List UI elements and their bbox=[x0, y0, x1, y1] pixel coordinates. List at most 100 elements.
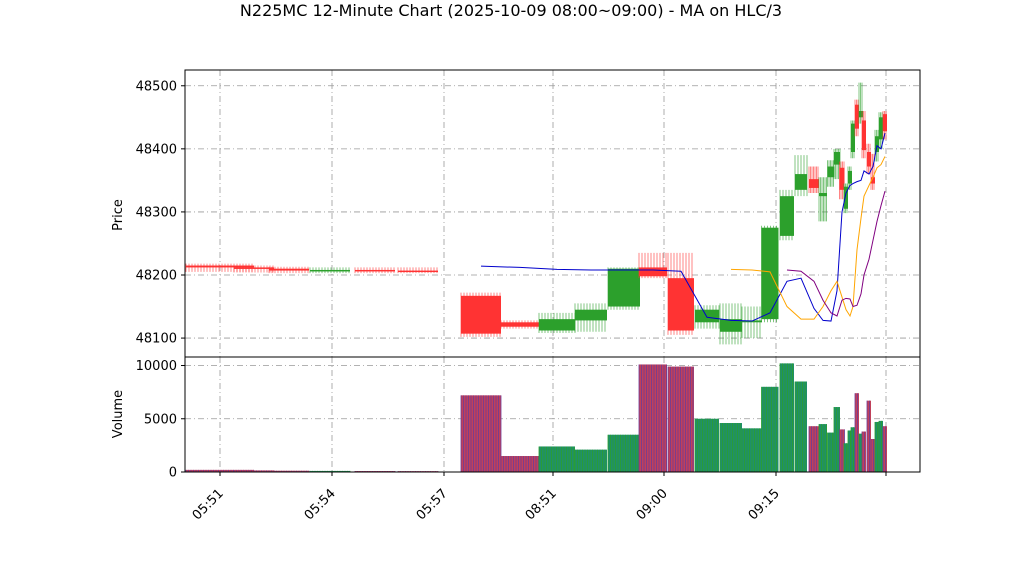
candle bbox=[694, 305, 720, 329]
x-tick-label: 05:54 bbox=[302, 486, 339, 523]
volume-bar bbox=[833, 407, 840, 472]
volume-bar bbox=[878, 420, 883, 472]
volume-bar-fill bbox=[851, 427, 855, 472]
ma-mid-line bbox=[730, 156, 886, 320]
volume-bar-fill bbox=[855, 393, 859, 472]
candle bbox=[538, 312, 576, 334]
volume-bar-fill bbox=[639, 364, 667, 472]
candle bbox=[861, 111, 866, 159]
candle bbox=[667, 252, 694, 335]
candle-body bbox=[310, 269, 350, 272]
price-tick-label: 48200 bbox=[136, 269, 177, 284]
x-tick-label: 08:51 bbox=[523, 486, 560, 523]
candle bbox=[843, 183, 848, 214]
price-grid bbox=[185, 70, 920, 357]
candle-body bbox=[795, 174, 807, 190]
candle bbox=[850, 120, 855, 159]
volume-bar bbox=[694, 418, 719, 472]
candle bbox=[309, 267, 350, 274]
candle bbox=[779, 189, 794, 241]
candle bbox=[500, 320, 539, 329]
price-axis-label: Price bbox=[111, 199, 126, 231]
candle-body bbox=[234, 267, 274, 269]
volume-bar bbox=[847, 430, 852, 472]
volume-bar bbox=[761, 386, 779, 472]
volume-bar bbox=[861, 431, 866, 472]
candle-body bbox=[780, 196, 794, 236]
candle bbox=[882, 111, 887, 140]
candle-body bbox=[269, 268, 309, 271]
candle bbox=[268, 266, 309, 274]
candle-body bbox=[827, 166, 835, 178]
volume-bar bbox=[870, 438, 875, 472]
volume-bar-fill bbox=[780, 363, 794, 472]
volume-bar bbox=[794, 381, 807, 472]
candle-body bbox=[355, 269, 395, 272]
volume-bar-fill bbox=[867, 400, 871, 472]
volume-bar-fill bbox=[879, 420, 883, 472]
volume-bar bbox=[882, 426, 887, 472]
candle bbox=[607, 267, 640, 310]
candle bbox=[741, 306, 762, 339]
price-y-ticks: 48100 48200 48300 48400 48500 bbox=[136, 79, 185, 347]
volume-bar-fill bbox=[539, 446, 575, 472]
price-axes-frame bbox=[184, 69, 921, 358]
candle bbox=[808, 166, 819, 193]
candle-body bbox=[761, 227, 779, 320]
candle bbox=[397, 267, 438, 274]
volume-bar bbox=[874, 421, 879, 472]
candle-body bbox=[855, 104, 859, 129]
candle-body bbox=[875, 136, 879, 152]
volume-bar bbox=[866, 400, 871, 472]
candle-body bbox=[871, 177, 875, 184]
volume-bar-fill bbox=[844, 443, 848, 472]
candle-body bbox=[867, 152, 871, 167]
volume-axis-label: Volume bbox=[111, 390, 126, 438]
volume-bar-fill bbox=[819, 424, 827, 472]
candle bbox=[878, 112, 883, 149]
candle bbox=[460, 292, 501, 337]
candle-body bbox=[851, 123, 855, 152]
x-tick-label: 05:51 bbox=[190, 486, 227, 523]
volume-bar bbox=[854, 393, 859, 472]
ma-short-line bbox=[480, 132, 886, 322]
candle bbox=[854, 99, 859, 137]
volume-bar-fill bbox=[795, 381, 807, 472]
volume-bar-fill bbox=[501, 456, 539, 472]
candle bbox=[827, 160, 835, 187]
volume-bar bbox=[858, 433, 863, 472]
candle bbox=[794, 155, 808, 197]
candle-body bbox=[539, 319, 575, 331]
candle-body bbox=[608, 268, 640, 307]
x-axis-ticks: 05:51 05:54 05:57 08:51 09:00 09:15 bbox=[190, 472, 887, 523]
volume-bar-fill bbox=[871, 438, 875, 472]
volume-bar-fill bbox=[834, 407, 840, 472]
candle bbox=[833, 148, 841, 180]
ma-long-line bbox=[786, 190, 886, 317]
candle-body bbox=[575, 309, 607, 321]
volume-bar-fill bbox=[575, 449, 607, 472]
candle-body bbox=[839, 167, 845, 190]
volume-bar-fill bbox=[862, 431, 866, 472]
volume-bar bbox=[719, 423, 742, 472]
volume-bar bbox=[460, 395, 502, 472]
volume-y-ticks: 0 5000 10000 bbox=[136, 359, 185, 481]
price-tick-label: 48500 bbox=[136, 79, 177, 94]
x-tick-label: 09:15 bbox=[746, 486, 783, 523]
volume-bar-fill bbox=[720, 423, 742, 472]
candle-body bbox=[639, 267, 667, 277]
volume-bar bbox=[538, 446, 575, 472]
candle bbox=[761, 225, 779, 323]
volume-bar bbox=[741, 428, 763, 472]
candle bbox=[719, 303, 742, 345]
volume-panel: 0 5000 10000 Volume bbox=[111, 356, 921, 481]
candle bbox=[818, 177, 827, 222]
volume-bar bbox=[818, 424, 827, 472]
price-tick-label: 48400 bbox=[136, 142, 177, 157]
candle bbox=[185, 263, 254, 272]
candle-body bbox=[501, 322, 539, 327]
volume-bar bbox=[574, 449, 607, 472]
volume-bar bbox=[808, 426, 820, 472]
volume-tick-label: 10000 bbox=[136, 359, 177, 374]
